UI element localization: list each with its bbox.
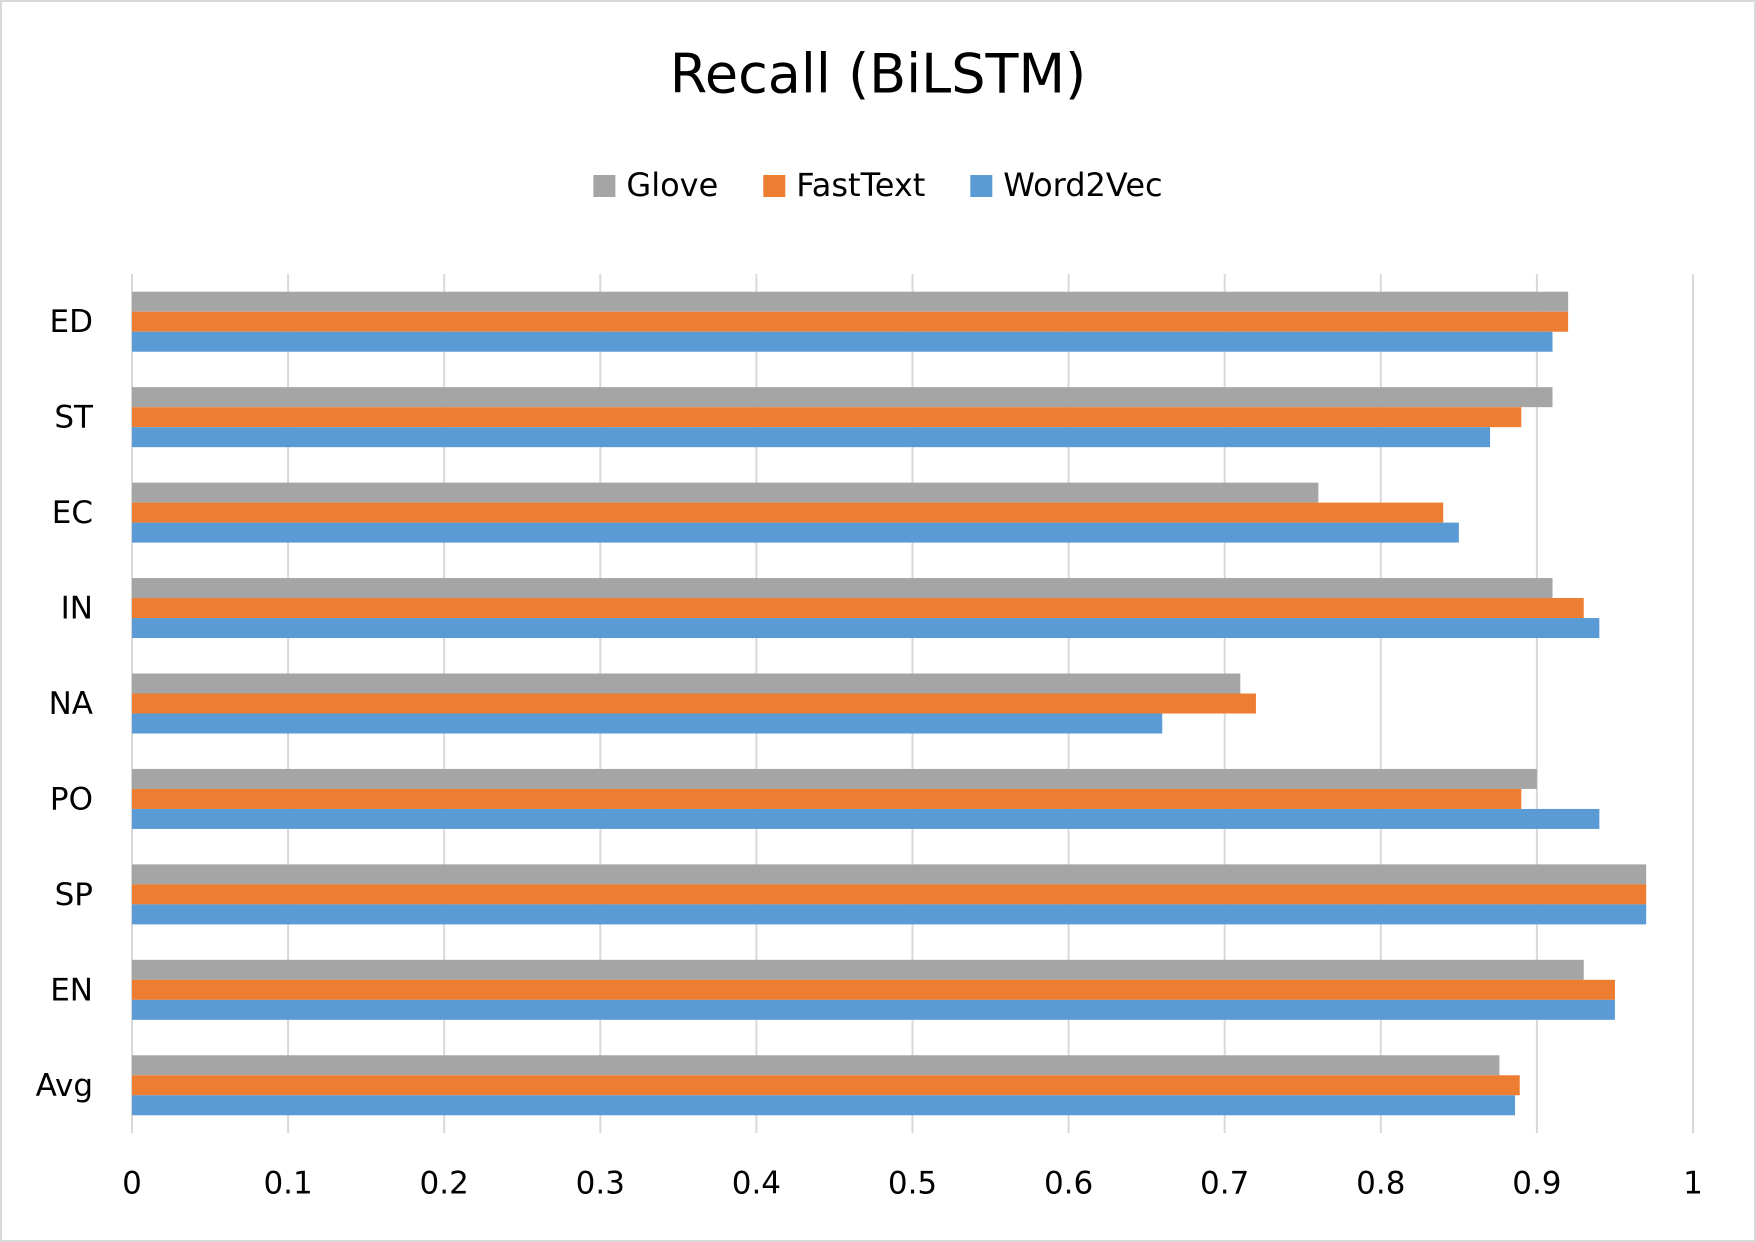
bar: [132, 959, 1584, 980]
bar: [132, 808, 1600, 829]
chart-title: Recall (BiLSTM): [670, 43, 1086, 106]
y-tick-label: EN: [50, 972, 93, 1008]
x-tick-label: 1: [1683, 1166, 1703, 1202]
bar: [132, 999, 1615, 1020]
bar: [132, 482, 1319, 503]
x-tick-label: 0.4: [732, 1166, 781, 1202]
bar: [132, 291, 1569, 312]
x-tick-label: 0.7: [1200, 1166, 1249, 1202]
legend: Glove FastText Word2Vec: [593, 166, 1163, 204]
x-tick-label: 0.6: [1044, 1166, 1093, 1202]
y-tick-label: PO: [50, 781, 93, 817]
bar: [132, 1055, 1500, 1076]
legend-swatch: [970, 175, 993, 197]
x-tick-label: 0.2: [420, 1166, 469, 1202]
bar: [132, 407, 1522, 428]
bar: [132, 673, 1241, 694]
y-tick-label: NA: [49, 686, 93, 722]
x-tick-label: 0.1: [263, 1166, 312, 1202]
bar: [132, 768, 1537, 789]
bar: [132, 598, 1584, 619]
y-tick-label: ST: [54, 400, 94, 436]
y-tick-label: Avg: [36, 1068, 93, 1104]
y-tick-label: IN: [61, 591, 93, 627]
bar: [132, 904, 1647, 925]
x-tick-label: 0.8: [1356, 1166, 1405, 1202]
legend-label: Word2Vec: [1003, 166, 1162, 204]
bar: [132, 522, 1459, 543]
bar: [132, 788, 1522, 809]
bar: [132, 1095, 1516, 1116]
x-tick-label: 0.5: [888, 1166, 937, 1202]
bar: [132, 884, 1647, 905]
y-tick-label: EC: [52, 495, 93, 531]
bar: [132, 331, 1553, 352]
bar: [132, 1075, 1520, 1096]
bar: [132, 387, 1553, 408]
bar: [132, 693, 1256, 714]
x-tick-label: 0: [122, 1166, 142, 1202]
bar: [132, 864, 1647, 885]
legend-label: Glove: [626, 166, 718, 204]
bar: [132, 578, 1553, 599]
bar: [132, 311, 1569, 332]
y-tick-label: ED: [50, 304, 93, 340]
legend-label: FastText: [796, 166, 925, 204]
y-tick-label: SP: [55, 877, 93, 913]
bar: [132, 427, 1491, 448]
bar: [132, 979, 1615, 1000]
legend-swatch: [593, 175, 616, 197]
bar: [132, 713, 1163, 734]
x-tick-label: 0.3: [576, 1166, 625, 1202]
bar: [132, 502, 1444, 523]
x-tick-label: 0.9: [1512, 1166, 1561, 1202]
bar: [132, 618, 1600, 639]
legend-swatch: [763, 175, 786, 197]
